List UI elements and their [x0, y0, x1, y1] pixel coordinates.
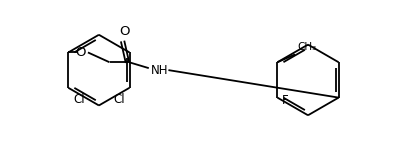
Text: CH₃: CH₃ — [296, 42, 316, 52]
Text: O: O — [119, 25, 129, 38]
Text: Cl: Cl — [73, 93, 85, 106]
Text: O: O — [75, 46, 85, 59]
Text: NH: NH — [150, 64, 168, 77]
Text: F: F — [282, 94, 288, 107]
Text: Cl: Cl — [113, 93, 124, 106]
